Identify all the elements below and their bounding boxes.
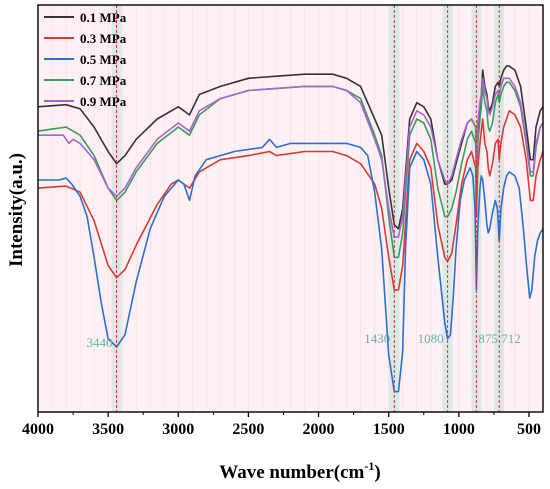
- series-layer: [37, 65, 544, 393]
- annotation-layer: 3440 1430 1080 875 712: [87, 331, 521, 350]
- legend-label: 0.5 MPa: [80, 52, 127, 67]
- series-line: [38, 77, 544, 238]
- x-tick-label: 4000: [22, 421, 54, 438]
- x-tick-label: 2500: [232, 421, 264, 438]
- peak-lines-layer: [116, 5, 500, 412]
- peak-band: [442, 5, 453, 412]
- peak-band: [111, 5, 122, 412]
- peak-band: [494, 5, 505, 412]
- legend-label: 0.7 MPa: [80, 73, 127, 88]
- legend-label: 0.1 MPa: [80, 10, 127, 25]
- peak-band: [389, 5, 400, 412]
- plot-frame: [37, 4, 544, 413]
- legend: 0.1 MPa 0.3 MPa 0.5 MPa 0.7 MPa 0.9 MPa: [44, 10, 127, 109]
- x-tick-label: 500: [517, 421, 541, 438]
- x-axis-title: Wave number(cm-1): [219, 459, 380, 483]
- x-tick-label: 1000: [443, 421, 475, 438]
- series-line: [37, 81, 544, 259]
- legend-label: 0.9 MPa: [80, 94, 127, 109]
- legend-label: 0.3 MPa: [80, 31, 127, 46]
- series-line: [38, 138, 544, 393]
- x-axis-title-main: Wave number(cm: [219, 462, 364, 483]
- peak-label: 3440: [87, 335, 113, 350]
- series-line: [37, 110, 544, 291]
- peak-label: 1080: [418, 331, 444, 346]
- x-axis-title-superscript: -1: [364, 459, 374, 473]
- axes-layer: 4000 3500 3000 2500 2000 1500 1000 500: [22, 4, 544, 438]
- x-tick-label: 3000: [162, 421, 194, 438]
- peak-label: 712: [501, 331, 521, 346]
- peak-label: 875: [478, 331, 498, 346]
- x-tick-label: 2000: [303, 421, 335, 438]
- peak-label: 1430: [364, 331, 390, 346]
- y-axis-title: Intensity(a.u.): [6, 153, 27, 267]
- x-tick-label: 1500: [373, 421, 405, 438]
- x-tick-label: 3500: [92, 421, 124, 438]
- x-axis-title-close: ): [374, 462, 380, 483]
